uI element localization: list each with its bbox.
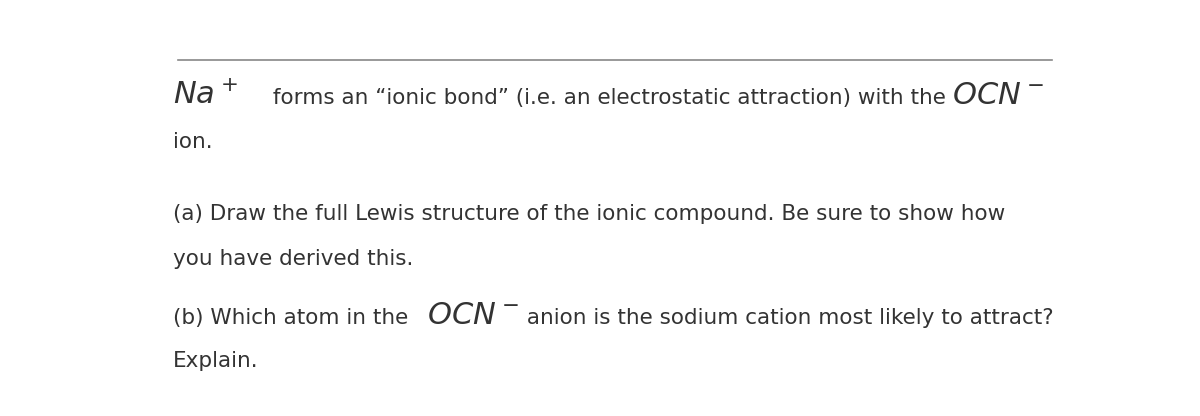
Text: $\mathit{Na}^+$: $\mathit{Na}^+$ (173, 80, 238, 111)
Text: ion.: ion. (173, 131, 212, 151)
Text: (b) Which atom in the: (b) Which atom in the (173, 308, 415, 328)
Text: anion is the sodium cation most likely to attract?: anion is the sodium cation most likely t… (520, 308, 1054, 328)
Text: forms an “ionic bond” (i.e. an electrostatic attraction) with the: forms an “ionic bond” (i.e. an electrost… (266, 88, 953, 109)
Text: $\mathit{OCN}^-$: $\mathit{OCN}^-$ (952, 80, 1044, 111)
Text: (a) Draw the full Lewis structure of the ionic compound. Be sure to show how: (a) Draw the full Lewis structure of the… (173, 204, 1006, 224)
Text: Explain.: Explain. (173, 351, 259, 371)
Text: $\mathit{OCN}^-$: $\mathit{OCN}^-$ (427, 300, 520, 331)
Text: you have derived this.: you have derived this. (173, 248, 414, 269)
